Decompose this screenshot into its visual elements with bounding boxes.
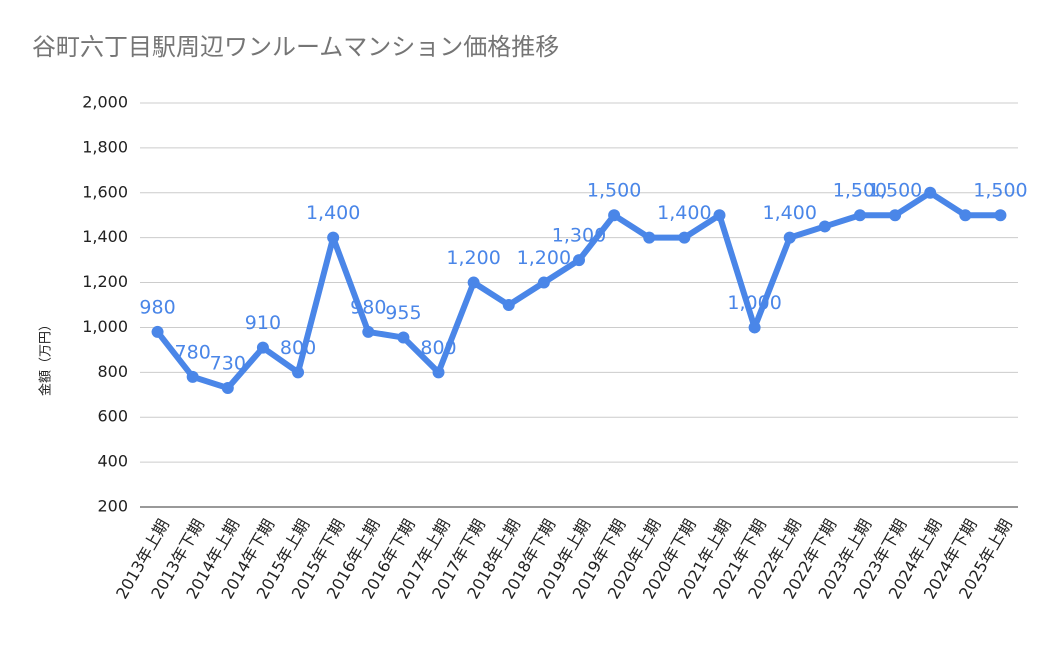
data-label: 1,400 [306,202,360,224]
marker [748,321,761,334]
marker [292,366,305,379]
data-label: 1,200 [446,247,500,269]
chart-title: 谷町六丁目駅周辺ワンルームマンション価格推移 [32,33,559,61]
marker [432,366,445,379]
y-tick-label: 1,800 [82,137,128,156]
y-tick-label: 1,400 [82,227,128,246]
marker [221,382,234,395]
y-tick-label: 1,000 [82,317,128,336]
y-tick-label: 800 [97,362,128,381]
marker [959,209,972,222]
y-axis-label: 金額（万円） [38,318,54,396]
data-label: 980 [350,296,386,318]
data-label: 1,200 [517,247,571,269]
marker [994,209,1007,222]
marker [502,299,515,311]
marker [608,209,621,222]
marker [889,209,902,222]
marker [573,254,585,267]
marker [397,331,410,344]
marker [327,231,340,244]
data-label: 1,500 [587,180,641,202]
data-label: 910 [245,312,281,334]
data-label: 730 [210,353,246,375]
data-label: 780 [175,341,211,363]
data-label: 1,000 [727,292,781,314]
marker [678,231,691,244]
y-tick-label: 200 [97,497,128,516]
y-tick-label: 1,600 [82,182,128,201]
data-label: 1,500 [868,180,922,202]
marker [151,325,164,338]
data-label: 980 [139,296,175,318]
data-label: 800 [420,337,456,359]
data-label: 1,400 [657,202,711,224]
y-tick-label: 400 [97,452,128,471]
marker [924,186,937,199]
data-label: 800 [280,337,316,359]
marker [643,231,656,244]
marker [186,370,199,383]
data-label: 1,300 [552,225,606,247]
marker [818,220,831,233]
marker [256,341,269,354]
y-tick-label: 2,000 [82,93,128,112]
marker [362,325,375,338]
marker [853,209,866,222]
marker [467,276,480,289]
y-tick-label: 1,200 [82,272,128,291]
data-label: 1,500 [973,180,1027,202]
marker [713,209,726,222]
data-label: 1,400 [763,202,817,224]
marker [537,276,550,289]
data-label: 955 [385,302,421,324]
y-tick-label: 600 [97,407,128,426]
marker [783,231,796,244]
data-label: 1,500 [833,180,887,202]
